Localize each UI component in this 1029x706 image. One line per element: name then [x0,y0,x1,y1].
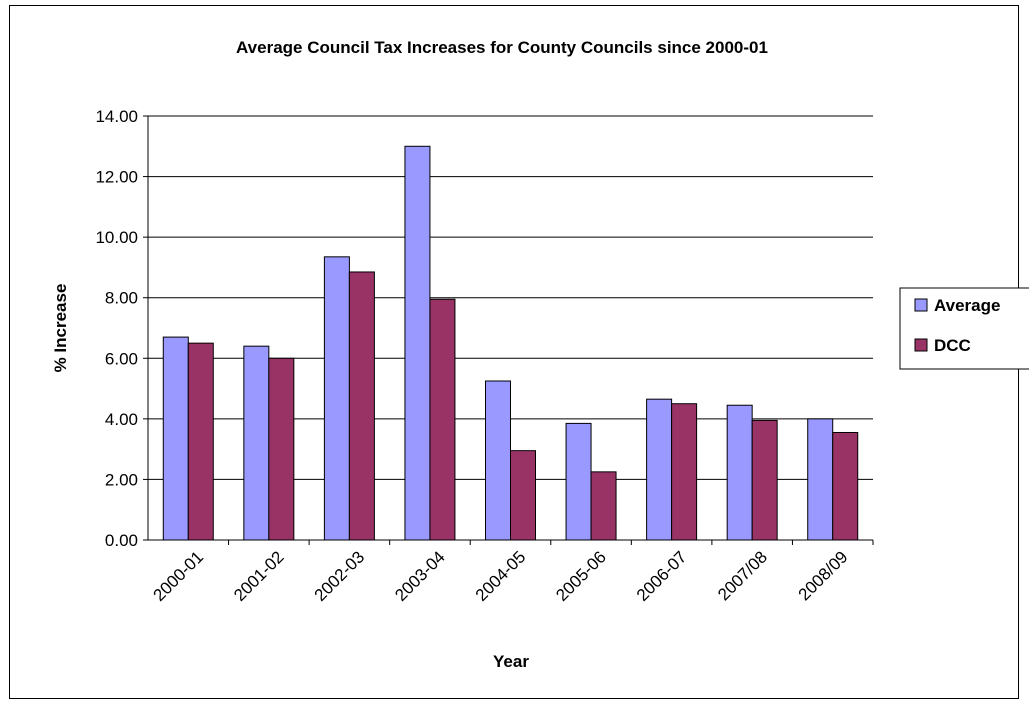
x-tick-label: 2002-03 [311,547,369,605]
axes [147,116,873,541]
bar-dcc-2008/09 [832,431,859,541]
bar-average-2008/09 [807,418,834,541]
bar-dcc-2007/08 [751,419,778,541]
bar-dcc-2005-06 [590,471,617,541]
x-tick-label: 2007/08 [714,547,771,604]
legend-swatch-dcc [914,338,928,352]
y-tick-label: 0.00 [105,531,138,550]
bar-average-2007/08 [726,404,753,541]
bar-dcc-2002-03 [348,271,375,541]
x-tick-label: 2001-02 [230,547,288,605]
x-tick-label: 2003-04 [391,547,449,605]
bar-average-2003-04 [404,145,431,541]
x-tick-labels: 2000-01 2001-02 2002-03 2003-04 2004-05 2005-… [150,547,852,605]
x-tick-label: 2005-06 [552,547,610,605]
x-tick-label: 2008/09 [795,547,852,604]
y-tick-label: 6.00 [105,349,138,368]
y-tick-label: 8.00 [105,289,138,308]
bar-average-2001-02 [243,345,270,541]
bar-dcc-2003-04 [429,298,456,541]
bar-dcc-2004-05 [510,450,536,541]
legend-swatch-average [914,298,928,312]
y-tick-label: 10.00 [95,228,138,247]
y-tick-label: 4.00 [105,410,138,429]
bar-average-2006-07 [646,398,673,541]
bar-dcc-2001-02 [268,357,295,541]
y-tick-label: 12.00 [95,168,138,187]
bar-dcc-2000-01 [187,342,214,541]
legend: Average DCC [899,287,1029,370]
chart-title: Average Council Tax Increases for County… [236,38,768,57]
legend-label-average: Average [934,296,1000,315]
legend-label-dcc: DCC [934,336,971,355]
bar-dcc-2006-07 [671,403,698,541]
y-tick-label: 2.00 [105,470,138,489]
y-tick-label: 14.00 [95,107,138,126]
bars [162,145,859,541]
bar-average-2004-05 [485,380,511,541]
bar-average-2000-01 [162,336,189,541]
bar-average-2002-03 [323,256,350,541]
bar-average-2005-06 [565,422,592,541]
x-tick-label: 2006-07 [633,547,691,605]
x-tick-label: 2004-05 [472,547,530,605]
x-axis-title: Year [493,652,529,671]
y-tick-labels: 0.00 2.00 4.00 6.00 8.00 10.00 12.00 14.00 [95,107,138,550]
y-axis-title: % Increase [51,284,70,373]
x-tick-label: 2000-01 [150,547,208,605]
